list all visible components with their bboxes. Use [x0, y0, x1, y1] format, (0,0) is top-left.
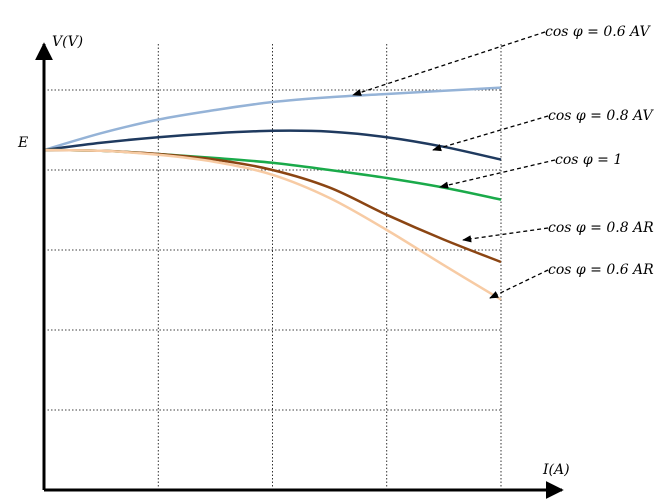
annotation-label: cos φ = 0.6 AR — [548, 262, 654, 278]
annotation-arrow — [432, 115, 549, 152]
annotation-arrow — [462, 227, 549, 243]
curve — [43, 86, 502, 152]
annotation-label: cos φ = 0.8 AV — [548, 108, 654, 124]
annotation-label: cos φ = 0.8 AR — [548, 220, 654, 236]
y-axis-label: V(V) — [52, 34, 83, 50]
annotation-label: cos φ = 0.6 AV — [545, 24, 651, 40]
annotation-arrow — [489, 269, 549, 299]
x-axis-label: I(A) — [542, 462, 570, 478]
annotation-arrow — [352, 31, 546, 96]
annotation-label: cos φ = 1 — [555, 152, 622, 168]
e-label: E — [17, 135, 28, 151]
curve — [43, 148, 502, 301]
annotation-arrow — [439, 159, 556, 189]
curve — [43, 129, 502, 161]
curves — [43, 86, 502, 301]
grid — [44, 42, 502, 490]
